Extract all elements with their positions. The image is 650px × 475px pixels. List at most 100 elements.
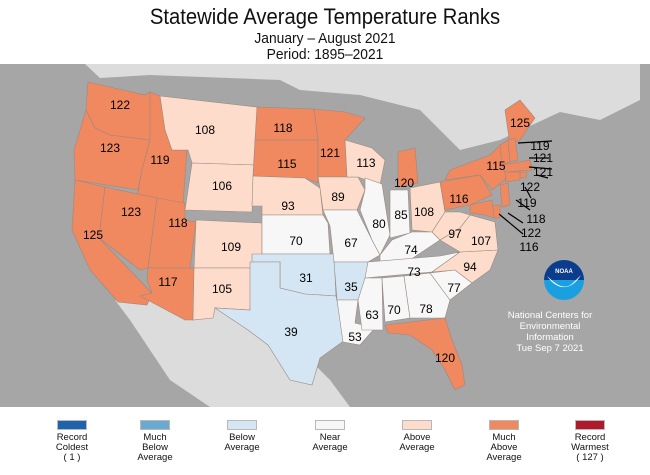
map-title: Statewide Average Temperature Ranks [149, 4, 501, 29]
rank-label-wy: 106 [212, 179, 232, 193]
leader-line-nj [515, 199, 531, 211]
legend-label-line: Average [137, 452, 173, 463]
state-ny [444, 144, 511, 191]
rank-label-mn: 121 [320, 146, 340, 160]
legend-label-line: Above [403, 432, 431, 443]
legend-label-line: Above [490, 442, 518, 453]
rank-label-al: 70 [387, 303, 401, 317]
rank-label-ut: 118 [168, 216, 187, 230]
state-md [469, 199, 495, 219]
us-temperature-rank-map: 1221231251191231181171081061091051181159… [0, 64, 650, 407]
rank-label-ct: 119 [517, 196, 536, 210]
credit-line-1: National Centers for [507, 310, 593, 321]
legend-item-near: Near Average [295, 420, 365, 453]
legend-swatch [227, 420, 257, 430]
rank-label-id: 119 [150, 153, 169, 167]
legend-item-above: Above Average [382, 420, 452, 453]
legend-label-line: Average [399, 442, 435, 453]
legend-label-line: Average [312, 442, 348, 453]
rank-label-vt: 119 [530, 139, 549, 153]
rank-label-mo: 67 [344, 236, 358, 250]
rank-label-nh: 121 [533, 151, 553, 165]
rank-label-md: 116 [519, 240, 538, 254]
rank-label-nv: 123 [121, 205, 141, 219]
legend-label-line: Average [486, 452, 522, 463]
rank-label-ca: 125 [83, 228, 103, 242]
rank-label-nc: 94 [463, 260, 477, 274]
state-fl [384, 317, 466, 391]
leader-line-vt [517, 140, 553, 144]
legend: Record Coldest( 1 ) Much Below Average Below A… [0, 420, 650, 475]
map-period: Period: 1895–2021 [266, 46, 384, 63]
legend-swatch [140, 420, 170, 430]
state-nh [507, 137, 519, 163]
rank-label-nm: 105 [212, 282, 232, 296]
legend-swatch [57, 420, 87, 430]
legend-label-line: Average [224, 442, 260, 453]
rank-label-sd: 115 [277, 157, 296, 171]
state-mo [322, 209, 381, 263]
rank-label-va: 107 [471, 234, 491, 248]
rank-label-nd: 118 [273, 121, 292, 135]
noaa-logo: NOAA [544, 260, 584, 300]
legend-item-much-above: Much Above Average [469, 420, 539, 463]
rank-label-ga: 78 [419, 302, 433, 316]
credit-date: Tue Sep 7 2021 [516, 343, 584, 354]
legend-label-line: Much [492, 432, 516, 443]
state-ct [504, 171, 521, 183]
rank-label-az: 117 [158, 275, 177, 289]
rank-label-ks: 70 [289, 234, 303, 248]
state-ri [519, 171, 528, 179]
legend-label-line: Record [574, 432, 606, 443]
legend-swatch [315, 420, 345, 430]
state-ma [501, 159, 533, 173]
legend-label-line: ( 1 ) [63, 452, 81, 463]
rank-label-la: 53 [348, 330, 362, 344]
legend-item-much-below: Much Below Average [120, 420, 190, 463]
legend-label-line: Record [56, 432, 88, 443]
state-wv [431, 211, 471, 241]
legend-item-record-coldest: Record Coldest( 1 ) [37, 420, 107, 463]
rank-label-tx: 39 [284, 325, 298, 339]
rank-label-co: 109 [221, 240, 241, 254]
state-tx [213, 261, 346, 386]
noaa-logo-text: NOAA [555, 269, 573, 275]
rank-label-ok: 31 [299, 271, 313, 285]
credit-line-2: Environmental [519, 321, 581, 332]
rank-label-de: 122 [521, 226, 541, 240]
legend-label-line: Much [143, 432, 167, 443]
rank-label-me: 125 [510, 116, 530, 130]
rank-label-oh: 108 [414, 205, 434, 219]
rank-label-il: 80 [372, 217, 386, 231]
legend-label-line: Below [229, 432, 255, 443]
rank-label-ri: 122 [520, 180, 540, 194]
legend-item-record-warmest: Record Warmest( 127 ) [555, 420, 625, 463]
legend-label-line: Below [142, 442, 168, 453]
state-il [359, 177, 391, 256]
leader-line-ma [528, 166, 553, 170]
state-mi [397, 147, 419, 188]
rank-label-ms: 63 [365, 308, 379, 322]
rank-label-ia: 89 [331, 190, 345, 204]
legend-swatch [575, 420, 605, 430]
rank-label-ma: 121 [533, 165, 553, 179]
rank-label-wi: 113 [356, 156, 375, 170]
rank-label-wa: 122 [110, 98, 130, 112]
canada-land [85, 64, 640, 150]
state-ms [357, 277, 384, 331]
rank-label-mi: 120 [394, 176, 414, 190]
state-me [504, 99, 536, 146]
legend-swatch [402, 420, 432, 430]
rank-label-fl: 120 [435, 351, 455, 365]
credit-line-3: Information [526, 332, 574, 343]
rank-label-in: 85 [394, 208, 408, 222]
leader-line-md [498, 213, 524, 235]
legend-label-line: Near [319, 432, 341, 443]
legend-label-line: ( 127 ) [576, 452, 604, 463]
state-sd [252, 139, 319, 184]
legend-label-line: Coldest [55, 442, 89, 453]
map-subtitle: January – August 2021 [254, 30, 396, 47]
rank-label-ny: 115 [486, 159, 505, 173]
leader-line-ct [524, 186, 532, 199]
rank-label-pa: 116 [449, 192, 468, 206]
